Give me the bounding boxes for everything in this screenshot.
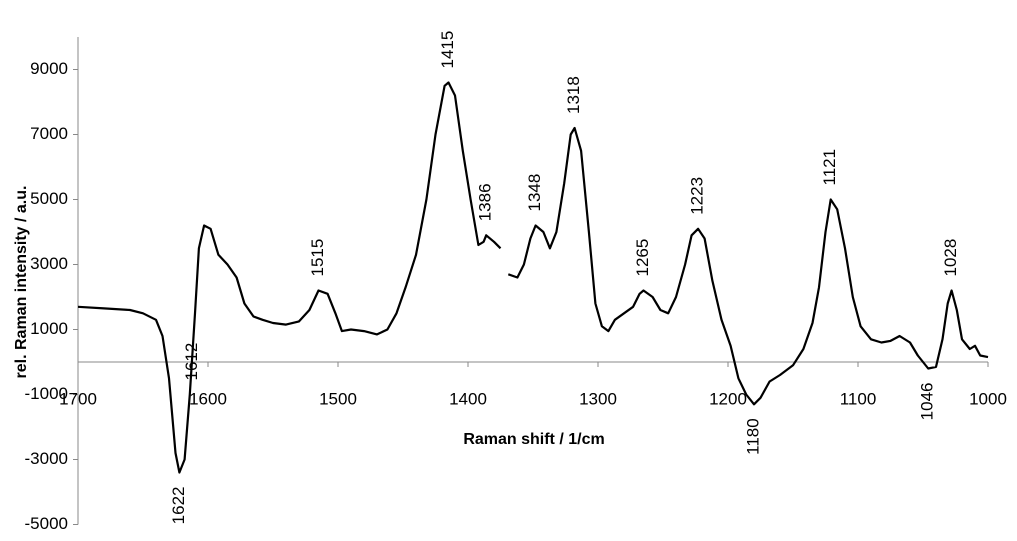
x-tick-label: 1700 xyxy=(59,389,97,408)
peak-label: 1265 xyxy=(633,239,652,277)
y-tick-label: 7000 xyxy=(30,124,68,143)
peak-label: 1180 xyxy=(743,418,762,455)
x-tick-label: 1500 xyxy=(319,389,357,408)
y-tick-label: 1000 xyxy=(30,319,68,338)
y-tick-label: 9000 xyxy=(30,59,68,78)
y-tick-label: 5000 xyxy=(30,189,68,208)
x-tick-label: 1000 xyxy=(969,389,1007,408)
peak-label: 1028 xyxy=(941,239,960,277)
peak-label: 1348 xyxy=(525,174,544,212)
peak-label: 1223 xyxy=(688,177,707,215)
x-tick-label: 1400 xyxy=(449,389,487,408)
peak-label: 1622 xyxy=(169,487,188,525)
peak-label: 1046 xyxy=(918,383,937,421)
x-tick-label: 1200 xyxy=(709,389,747,408)
y-tick-label: -5000 xyxy=(25,514,68,533)
x-axis-title: Raman shift / 1/cm xyxy=(463,431,604,448)
peak-label: 1612 xyxy=(182,343,201,381)
y-axis-title: rel. Raman intensity / a.u. xyxy=(13,186,30,379)
peak-label: 1415 xyxy=(438,31,457,69)
y-tick-label: 3000 xyxy=(30,254,68,273)
peak-label: 1121 xyxy=(820,149,839,186)
peak-label: 1318 xyxy=(564,76,583,114)
peak-label: 1515 xyxy=(308,239,327,277)
y-tick-label: -1000 xyxy=(25,384,68,403)
spectrum-line xyxy=(77,81,989,474)
peak-label: 1386 xyxy=(476,183,495,221)
y-tick-label: -3000 xyxy=(25,449,68,468)
x-tick-label: 1100 xyxy=(840,389,877,408)
x-tick-label: 1300 xyxy=(579,389,617,408)
x-tick-label: 1600 xyxy=(189,389,227,408)
